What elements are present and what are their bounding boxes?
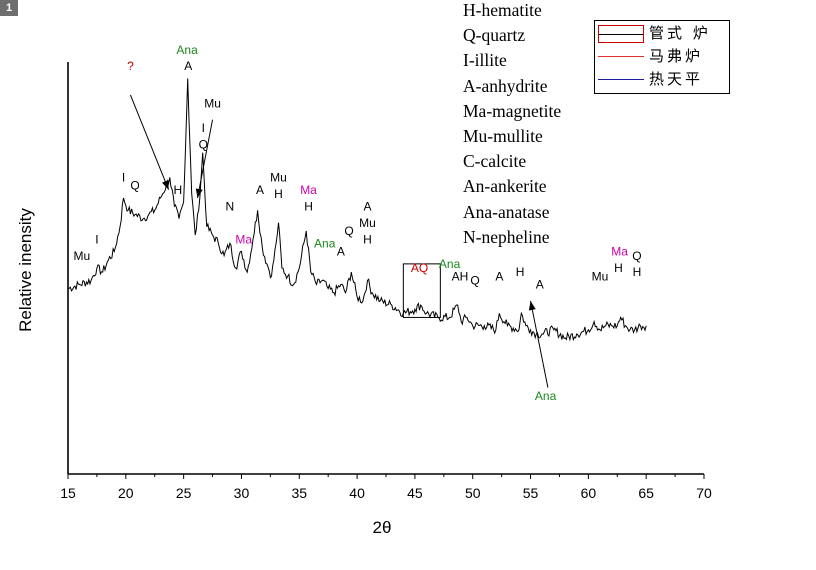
peak-label: H bbox=[174, 183, 183, 197]
peak-label: Q bbox=[130, 179, 139, 193]
phase-list-item: An-ankerite bbox=[463, 176, 547, 197]
peak-label: A bbox=[256, 183, 264, 197]
phase-abbreviation-list: H-hematite Q-quartz I-illite A-anhydrite Ma-… bbox=[463, 0, 561, 252]
peak-label: N bbox=[226, 199, 235, 213]
x-tick-label: 60 bbox=[581, 485, 597, 501]
x-tick-label: 55 bbox=[523, 485, 539, 501]
peak-label: A bbox=[495, 269, 503, 283]
peak-label: A bbox=[337, 245, 345, 259]
phase-list-item: Ma-magnetite bbox=[463, 100, 562, 121]
annotation-arrow-line bbox=[530, 300, 549, 388]
peak-label: Mu bbox=[270, 170, 287, 184]
legend-swatch bbox=[598, 79, 644, 80]
x-tick-label: 40 bbox=[349, 485, 365, 501]
chart-highlight-region bbox=[402, 263, 441, 318]
x-tick-label: 25 bbox=[176, 485, 192, 501]
x-tick-label: 65 bbox=[638, 485, 654, 501]
annotation-arrow-head bbox=[528, 300, 536, 311]
peak-label: Mu bbox=[74, 249, 91, 263]
chart-series bbox=[67, 78, 647, 342]
x-axis-title: 2θ bbox=[373, 518, 392, 537]
chart-axes: 15 20 25 30 35 40 45 50 55 60 65 70 bbox=[60, 62, 712, 501]
peak-label: A bbox=[363, 199, 371, 213]
phase-list-item: A-anhydrite bbox=[463, 75, 548, 96]
legend-label: 热天平 bbox=[649, 70, 704, 88]
phase-list-item: Mu-mullite bbox=[463, 125, 543, 146]
peak-label: H bbox=[363, 232, 372, 246]
peak-label: Q bbox=[632, 249, 641, 263]
legend-label: 管式 炉 bbox=[649, 24, 711, 42]
peak-label: ? bbox=[127, 59, 134, 73]
peak-label: Ma bbox=[235, 232, 252, 246]
legend-swatch bbox=[598, 25, 644, 43]
x-tick-label: 50 bbox=[465, 485, 481, 501]
peak-label: Ana bbox=[535, 389, 557, 403]
x-tick-label: 45 bbox=[407, 485, 423, 501]
xrd-pattern-line bbox=[67, 78, 647, 342]
phase-list-item: Q-quartz bbox=[463, 25, 526, 46]
chart-legend: 管式 炉马弗炉热天平 bbox=[594, 20, 730, 94]
peak-label: I bbox=[95, 232, 98, 246]
legend-entry: 热天平 bbox=[595, 69, 731, 91]
peak-label: Mu bbox=[204, 96, 221, 110]
peak-label: Mu bbox=[592, 269, 609, 283]
x-tick-label: 70 bbox=[696, 485, 712, 501]
legend-entry: 马弗炉 bbox=[595, 46, 731, 68]
x-tick-label: 35 bbox=[291, 485, 307, 501]
panel-number-badge: 1 bbox=[0, 0, 18, 16]
peak-label: AH bbox=[452, 269, 469, 283]
peak-label: Ma bbox=[300, 183, 317, 197]
x-tick-label: 15 bbox=[60, 485, 76, 501]
peak-label: A bbox=[184, 59, 192, 73]
peak-label: Mu bbox=[359, 216, 376, 230]
peak-label: H bbox=[516, 265, 525, 279]
phase-list-item: N-nepheline bbox=[463, 226, 550, 247]
annotation-arrow-head bbox=[195, 188, 203, 198]
peak-label: I bbox=[122, 170, 125, 184]
peak-label: H bbox=[304, 199, 313, 213]
annotation-arrow-head bbox=[161, 180, 169, 190]
phase-list-item: C-calcite bbox=[463, 151, 527, 172]
peak-label: Q bbox=[470, 273, 479, 287]
peak-label: Ana bbox=[314, 236, 336, 250]
peak-label: Q bbox=[344, 224, 353, 238]
peak-label: H bbox=[614, 261, 623, 275]
peak-label: Ma bbox=[611, 245, 628, 259]
annotation-arrow-line bbox=[197, 119, 214, 199]
phase-list-item: I-illite bbox=[463, 50, 507, 71]
peak-label: H bbox=[633, 265, 642, 279]
x-tick-label: 20 bbox=[118, 485, 134, 501]
chart-arrows bbox=[129, 94, 549, 388]
legend-label: 马弗炉 bbox=[649, 47, 704, 65]
phase-list-item: Ana-anatase bbox=[463, 201, 550, 222]
peak-label: I bbox=[202, 121, 205, 135]
peak-label: AQ bbox=[411, 261, 428, 275]
x-tick-label: 30 bbox=[234, 485, 250, 501]
legend-entry: 管式 炉 bbox=[595, 23, 731, 45]
highlight-rectangle bbox=[402, 263, 441, 318]
peak-label: Ana bbox=[439, 257, 461, 271]
peak-label: Ana bbox=[176, 43, 198, 57]
peak-label: A bbox=[536, 278, 544, 292]
phase-list-item: H-hematite bbox=[463, 0, 542, 20]
y-axis-title: Relative inensity bbox=[16, 208, 35, 332]
peak-label: H bbox=[274, 187, 283, 201]
legend-swatch bbox=[598, 56, 644, 57]
peak-label: Q bbox=[199, 138, 208, 152]
annotation-arrow-line bbox=[129, 94, 170, 190]
